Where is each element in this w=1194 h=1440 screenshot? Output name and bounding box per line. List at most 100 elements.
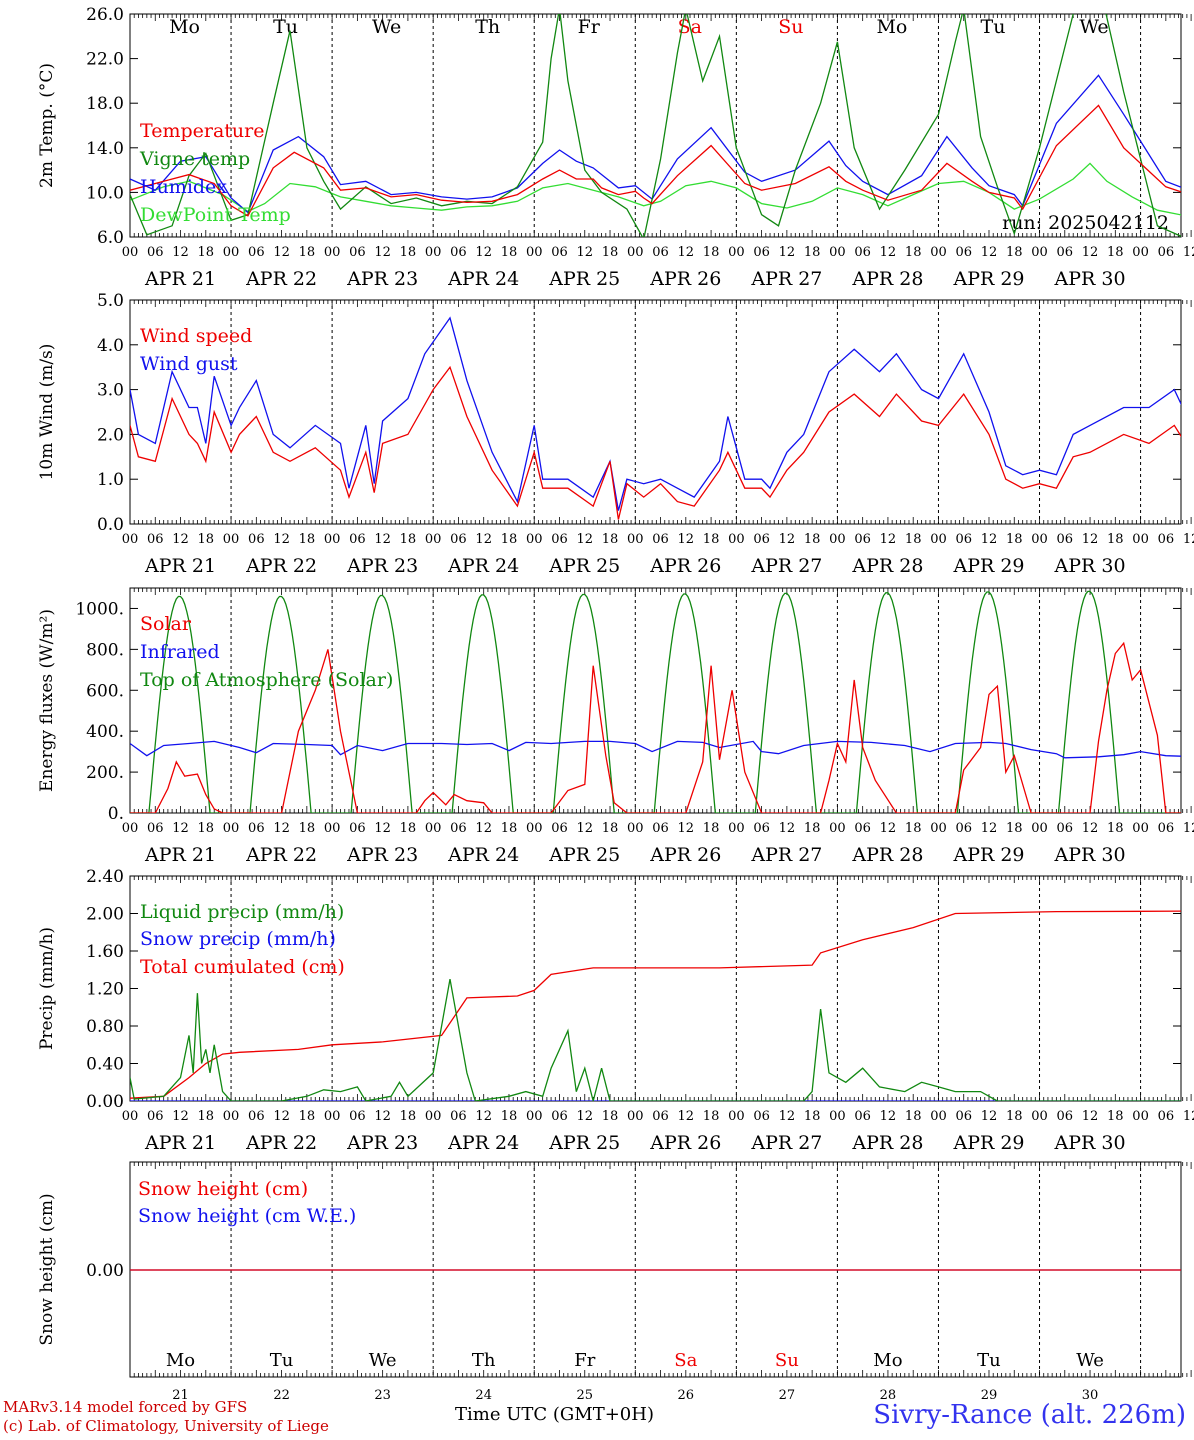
x-hour-label: 06 [147, 532, 164, 547]
y-tick-label: 0.40 [86, 1055, 124, 1075]
y-axis-label: Energy fluxes (W/m²) [37, 609, 57, 792]
x-hour-label: 06 [1158, 821, 1175, 836]
x-hour-label: 06 [753, 821, 770, 836]
y-tick-label: 0.00 [86, 1092, 124, 1112]
y-tick-label: 26.0 [86, 5, 124, 25]
x-hour-label: 12 [779, 821, 796, 836]
x-hour-label: 18 [299, 1109, 316, 1124]
weekday-label: We [372, 16, 401, 38]
x-hour-label: 06 [147, 821, 164, 836]
snow-height-panel: 0.00 Snow height (cm) Mo Tu We Th Fr Sa Su Mo Tu We… [37, 1161, 1192, 1403]
weekday-label: Mo [873, 1350, 902, 1371]
legend-entry: Snow height (cm W.E.) [138, 1205, 356, 1227]
y-tick-label: 800. [86, 640, 124, 660]
x-date-label: APR 28 [851, 555, 923, 577]
x-date-label: APR 23 [346, 844, 418, 866]
x-hour-label: 18 [501, 532, 518, 547]
x-hour-label: 12 [475, 821, 492, 836]
x-hour-label: 06 [753, 532, 770, 547]
x-hour-label: 18 [905, 532, 922, 547]
series-group [130, 14, 1181, 237]
x-date-label: APR 24 [447, 844, 519, 866]
weekday-label: Sa [674, 1350, 697, 1371]
x-hour-label: 00 [526, 532, 543, 547]
x-hour-label: 18 [400, 1109, 417, 1124]
x-hour-label: 06 [450, 532, 467, 547]
x-date-label: APR 27 [750, 555, 822, 577]
y-tick-label: 5.0 [97, 291, 124, 311]
x-hour-label: 12 [475, 245, 492, 260]
y-tick-label: 200. [86, 763, 124, 783]
weekday-label: Th [472, 1350, 496, 1371]
x-hour-label: 06 [854, 821, 871, 836]
x-hour-label: 00 [1132, 821, 1149, 836]
x-hour-label: 06 [1057, 1109, 1074, 1124]
x-hour-label: 12 [374, 532, 391, 547]
day-number-label: 25 [576, 1388, 593, 1403]
x-date-label: APR 25 [548, 1132, 620, 1154]
x-hour-label: 12 [981, 821, 998, 836]
x-hour-label: 06 [854, 245, 871, 260]
x-hour-label: 00 [122, 821, 139, 836]
x-hour-label: 12 [576, 245, 593, 260]
x-hour-label: 06 [854, 532, 871, 547]
x-hour-label: 06 [955, 532, 972, 547]
series-line-humidex [130, 74, 1181, 214]
x-hour-label: 18 [703, 821, 720, 836]
series-line-vigne-temp [130, 14, 1181, 237]
series-line-top-of-atmosphere-solar- [130, 590, 1181, 813]
x-hour-label: 18 [1006, 532, 1023, 547]
x-hour-label: 12 [880, 245, 897, 260]
y-tick-label: 1000. [75, 599, 124, 619]
weekday-label: Mo [169, 16, 200, 38]
x-hour-label: 06 [551, 532, 568, 547]
x-date-label: APR 22 [245, 1132, 317, 1154]
day-number-label: 27 [779, 1388, 796, 1403]
legend-entry: Humidex [140, 176, 227, 198]
x-hour-label: 12 [1082, 245, 1099, 260]
x-date-label: APR 28 [851, 268, 923, 290]
legend-entry: Vigne temp [139, 148, 250, 170]
y-tick-label: 4.0 [97, 336, 124, 356]
x-hour-label: 12 [880, 1109, 897, 1124]
weekday-label: Fr [578, 16, 601, 38]
x-hour-label: 12 [273, 245, 290, 260]
x-hour-label: 00 [829, 245, 846, 260]
energy-flux-panel: 0. 200. 400. 600. 800. 1000. Energy fluxes (W/… [37, 587, 1194, 866]
x-hour-label: 06 [1057, 821, 1074, 836]
x-hour-label: 18 [501, 1109, 518, 1124]
weekday-label: Tu [981, 16, 1006, 38]
x-hour-label: 12 [374, 245, 391, 260]
x-hour-label: 12 [981, 1109, 998, 1124]
x-date-label: APR 27 [750, 844, 822, 866]
x-hour-label: 06 [753, 1109, 770, 1124]
x-hour-label: 00 [829, 1109, 846, 1124]
y-tick-label: 0. [108, 804, 124, 824]
x-hour-label: 18 [299, 245, 316, 260]
x-hour-label: 12 [678, 245, 695, 260]
legend-entry: Total cumulated (cm) [140, 956, 345, 978]
x-date-label: APR 21 [144, 555, 216, 577]
x-hour-label: 06 [551, 245, 568, 260]
x-date-label: APR 24 [447, 555, 519, 577]
x-hour-label: 00 [425, 532, 442, 547]
x-hour-label: 12 [1183, 821, 1194, 836]
x-hour-label: 00 [1031, 821, 1048, 836]
x-date-label: APR 22 [245, 268, 317, 290]
y-tick-label: 14.0 [86, 139, 124, 159]
x-hour-label: 06 [551, 821, 568, 836]
legend-entry: Solar [140, 613, 192, 635]
x-hour-label: 00 [728, 821, 745, 836]
x-hour-label: 00 [324, 245, 341, 260]
x-date-label: APR 29 [952, 268, 1024, 290]
x-hour-label: 06 [1158, 245, 1175, 260]
x-date-label: APR 28 [851, 1132, 923, 1154]
y-tick-label: 3.0 [97, 381, 124, 401]
x-hour-label: 06 [450, 245, 467, 260]
weekday-label: We [1076, 1350, 1104, 1371]
series-line-total-cumulated-cm- [130, 910, 1181, 1099]
x-hour-label: 18 [703, 1109, 720, 1124]
x-hour-label: 00 [1031, 1109, 1048, 1124]
run-annotation: run: 2025042112 [1002, 212, 1169, 234]
x-hour-label: 06 [753, 245, 770, 260]
